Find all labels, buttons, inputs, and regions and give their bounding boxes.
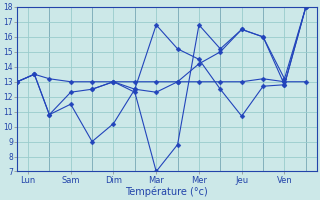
X-axis label: Température (°c): Température (°c): [125, 186, 208, 197]
